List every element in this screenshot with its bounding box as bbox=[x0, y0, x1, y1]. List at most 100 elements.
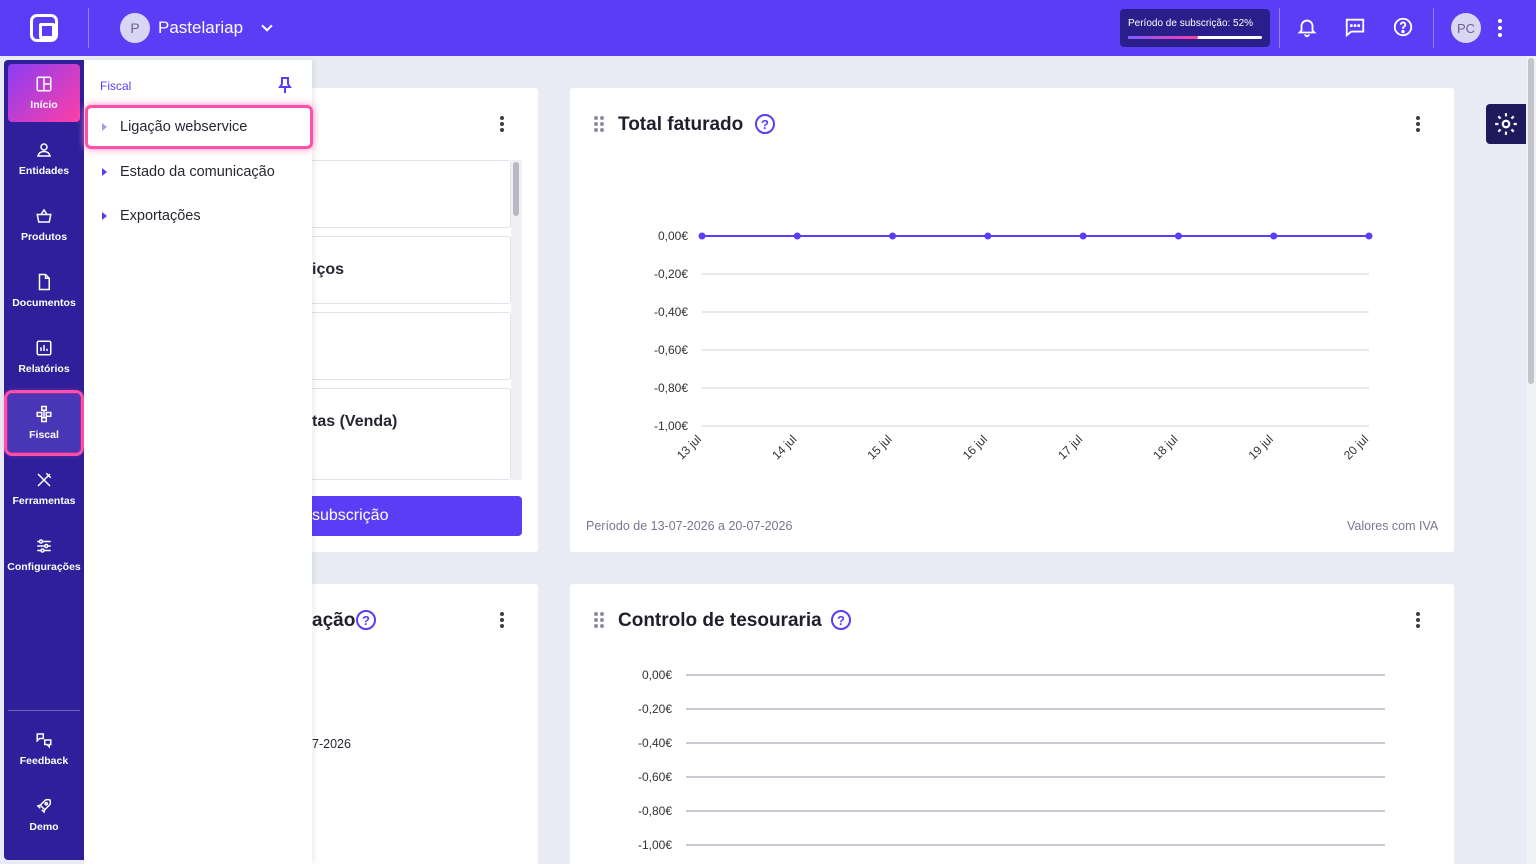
nav-item-fiscal[interactable]: Fiscal bbox=[4, 390, 84, 456]
y-tick-label: -0,80€ bbox=[638, 804, 672, 818]
nav-item-ferramentas[interactable]: Ferramentas bbox=[8, 460, 80, 518]
bar-chart-icon bbox=[36, 340, 52, 356]
y-tick-label: -1,00€ bbox=[638, 838, 672, 852]
dashboard-settings-button[interactable] bbox=[1486, 104, 1526, 144]
caret-right-icon bbox=[102, 123, 107, 131]
chat-icon[interactable] bbox=[1344, 16, 1366, 38]
nav-label: Início bbox=[30, 99, 58, 111]
drag-handle-icon[interactable] bbox=[594, 612, 604, 628]
submenu-item-exportacoes[interactable]: Exportações bbox=[84, 194, 312, 238]
data-point bbox=[1079, 232, 1087, 240]
submenu-item-ligacao-webservice[interactable]: Ligação webservice bbox=[85, 105, 313, 149]
list-scrollbar[interactable] bbox=[511, 160, 522, 480]
nav-item-relatorios[interactable]: Relatórios bbox=[8, 328, 80, 386]
y-tick-label: -0,60€ bbox=[654, 343, 688, 357]
list-item[interactable] bbox=[312, 388, 511, 480]
page-scrollbar[interactable] bbox=[1527, 56, 1536, 864]
submenu-item-label: Ligação webservice bbox=[120, 119, 248, 135]
data-point bbox=[793, 232, 801, 240]
y-tick-label: -0,40€ bbox=[638, 736, 672, 750]
bottom-left-widget-card: ação ? bbox=[284, 584, 538, 864]
nav-item-configuracoes[interactable]: Configurações bbox=[7, 526, 81, 584]
help-circle-icon[interactable]: ? bbox=[755, 114, 775, 134]
header-divider bbox=[88, 8, 89, 48]
help-icon[interactable] bbox=[1392, 16, 1414, 38]
nav-label: Feedback bbox=[19, 755, 69, 767]
subscription-button[interactable]: subscrição bbox=[312, 496, 522, 536]
caret-right-icon bbox=[102, 212, 107, 220]
company-selector[interactable]: P Pastelariap bbox=[120, 13, 273, 43]
gear-icon bbox=[1495, 113, 1517, 135]
data-point bbox=[889, 232, 897, 240]
dashboard-icon bbox=[36, 76, 52, 92]
basket-icon bbox=[36, 208, 52, 223]
nav-label: Fiscal bbox=[29, 429, 59, 441]
submenu-title: Fiscal bbox=[100, 79, 132, 93]
card-menu-icon[interactable] bbox=[1415, 612, 1421, 628]
subscription-progress-fill bbox=[1128, 36, 1198, 39]
drag-handle-icon[interactable] bbox=[594, 116, 604, 132]
x-tick-label: 18 jul bbox=[1150, 432, 1180, 462]
y-tick-label: -0,80€ bbox=[654, 381, 688, 395]
help-circle-icon[interactable]: ? bbox=[356, 610, 376, 630]
list-item-title: iços bbox=[312, 261, 345, 278]
caret-right-icon bbox=[102, 168, 107, 176]
x-tick-label: 16 jul bbox=[960, 432, 990, 462]
sliders-icon bbox=[37, 539, 51, 553]
nav-label: Produtos bbox=[20, 231, 68, 243]
list-item[interactable] bbox=[312, 312, 511, 380]
tools-icon bbox=[37, 472, 52, 487]
feedback-icon bbox=[36, 733, 52, 749]
y-tick-label: -0,60€ bbox=[638, 770, 672, 784]
nav-item-inicio[interactable]: Início bbox=[8, 64, 80, 122]
submenu-item-label: Estado da comunicação bbox=[120, 164, 275, 180]
y-tick-label: -0,40€ bbox=[654, 305, 688, 319]
x-tick-label: 17 jul bbox=[1055, 432, 1085, 462]
pin-icon[interactable] bbox=[277, 76, 293, 94]
app-logo-icon[interactable] bbox=[30, 14, 58, 42]
bell-icon[interactable] bbox=[1296, 16, 1318, 38]
list-item-title: tas (Venda) bbox=[312, 413, 398, 430]
fiscal-submenu: Fiscal Ligação webservice Estado da comu… bbox=[84, 60, 313, 864]
more-menu-icon[interactable] bbox=[1497, 19, 1503, 37]
company-avatar: P bbox=[120, 13, 150, 43]
user-avatar[interactable]: PC bbox=[1451, 13, 1481, 43]
nav-item-demo[interactable]: Demo bbox=[8, 786, 80, 844]
top-bar: P Pastelariap Período de subscrição: 52%… bbox=[0, 0, 1536, 56]
nav-item-entidades[interactable]: Entidades bbox=[8, 130, 80, 188]
data-point bbox=[1174, 232, 1182, 240]
help-circle-icon[interactable]: ? bbox=[831, 610, 851, 630]
y-tick-label: -0,20€ bbox=[638, 702, 672, 716]
x-tick-label: 13 jul bbox=[674, 432, 704, 462]
data-point bbox=[1365, 232, 1373, 240]
user-icon bbox=[37, 143, 51, 157]
nav-item-documentos[interactable]: Documentos bbox=[8, 262, 80, 320]
period-label: Período de 13-07-2026 a 20-07-2026 bbox=[586, 519, 793, 533]
rocket-icon bbox=[36, 798, 52, 814]
nav-item-produtos[interactable]: Produtos bbox=[8, 196, 80, 254]
nav-label: Ferramentas bbox=[12, 495, 76, 507]
x-tick-label: 15 jul bbox=[865, 432, 895, 462]
data-point bbox=[698, 232, 706, 240]
subscription-period[interactable]: Período de subscrição: 52% bbox=[1120, 9, 1270, 47]
card-menu-icon[interactable] bbox=[499, 612, 505, 628]
y-tick-label: -1,00€ bbox=[654, 419, 688, 433]
scrollbar-thumb[interactable] bbox=[513, 162, 519, 216]
x-tick-label: 20 jul bbox=[1341, 432, 1371, 462]
card-menu-icon[interactable] bbox=[499, 116, 505, 132]
nav-label: Demo bbox=[29, 821, 59, 833]
list-item[interactable] bbox=[312, 160, 511, 228]
total-faturado-card: Total faturado ? bbox=[570, 88, 1454, 552]
main-sidebar: Início Entidades Produtos Documentos Rel… bbox=[4, 60, 84, 860]
data-point bbox=[984, 232, 992, 240]
x-tick-label: 19 jul bbox=[1246, 432, 1276, 462]
nav-divider bbox=[8, 710, 80, 711]
submenu-item-estado-comunicacao[interactable]: Estado da comunicação bbox=[84, 150, 312, 194]
list-item[interactable] bbox=[312, 236, 511, 304]
scrollbar-thumb[interactable] bbox=[1528, 58, 1534, 384]
nav-item-feedback[interactable]: Feedback bbox=[8, 720, 80, 778]
card-title: ação bbox=[312, 610, 356, 631]
card-menu-icon[interactable] bbox=[1415, 116, 1421, 132]
subscription-label: Período de subscrição: 52% bbox=[1128, 18, 1254, 29]
header-divider bbox=[1279, 8, 1280, 48]
